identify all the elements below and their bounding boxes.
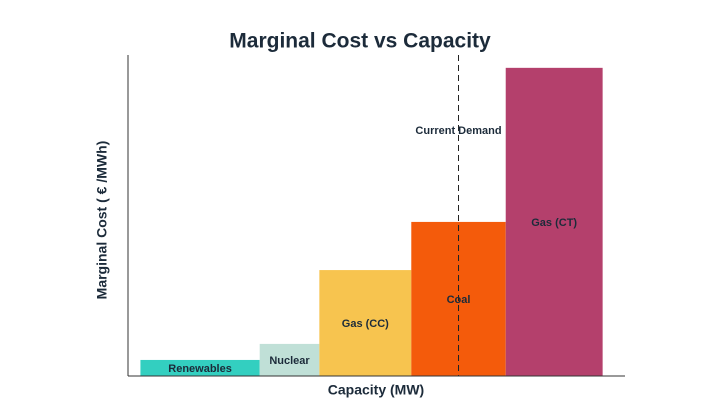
plot-area: Renewables Nuclear Gas (CC) Coal Gas (CT) Cur… bbox=[140, 55, 603, 376]
bar-label: Gas (CT) bbox=[531, 217, 577, 229]
bar bbox=[505, 67, 603, 376]
bar bbox=[140, 359, 260, 376]
bar-label: Coal bbox=[447, 294, 471, 306]
chart-title: Marginal Cost vs Capacity bbox=[229, 30, 491, 53]
bar bbox=[259, 343, 320, 376]
y-axis-label: Marginal Cost ( € /MWh) bbox=[94, 141, 110, 300]
bar-label: Gas (CC) bbox=[342, 318, 389, 330]
bar-label: Nuclear bbox=[269, 355, 310, 367]
demand-label: Current Demand bbox=[415, 125, 501, 137]
x-axis-label: Capacity (MW) bbox=[328, 382, 424, 398]
bar-label: Renewables bbox=[168, 363, 232, 375]
bar bbox=[319, 270, 412, 376]
